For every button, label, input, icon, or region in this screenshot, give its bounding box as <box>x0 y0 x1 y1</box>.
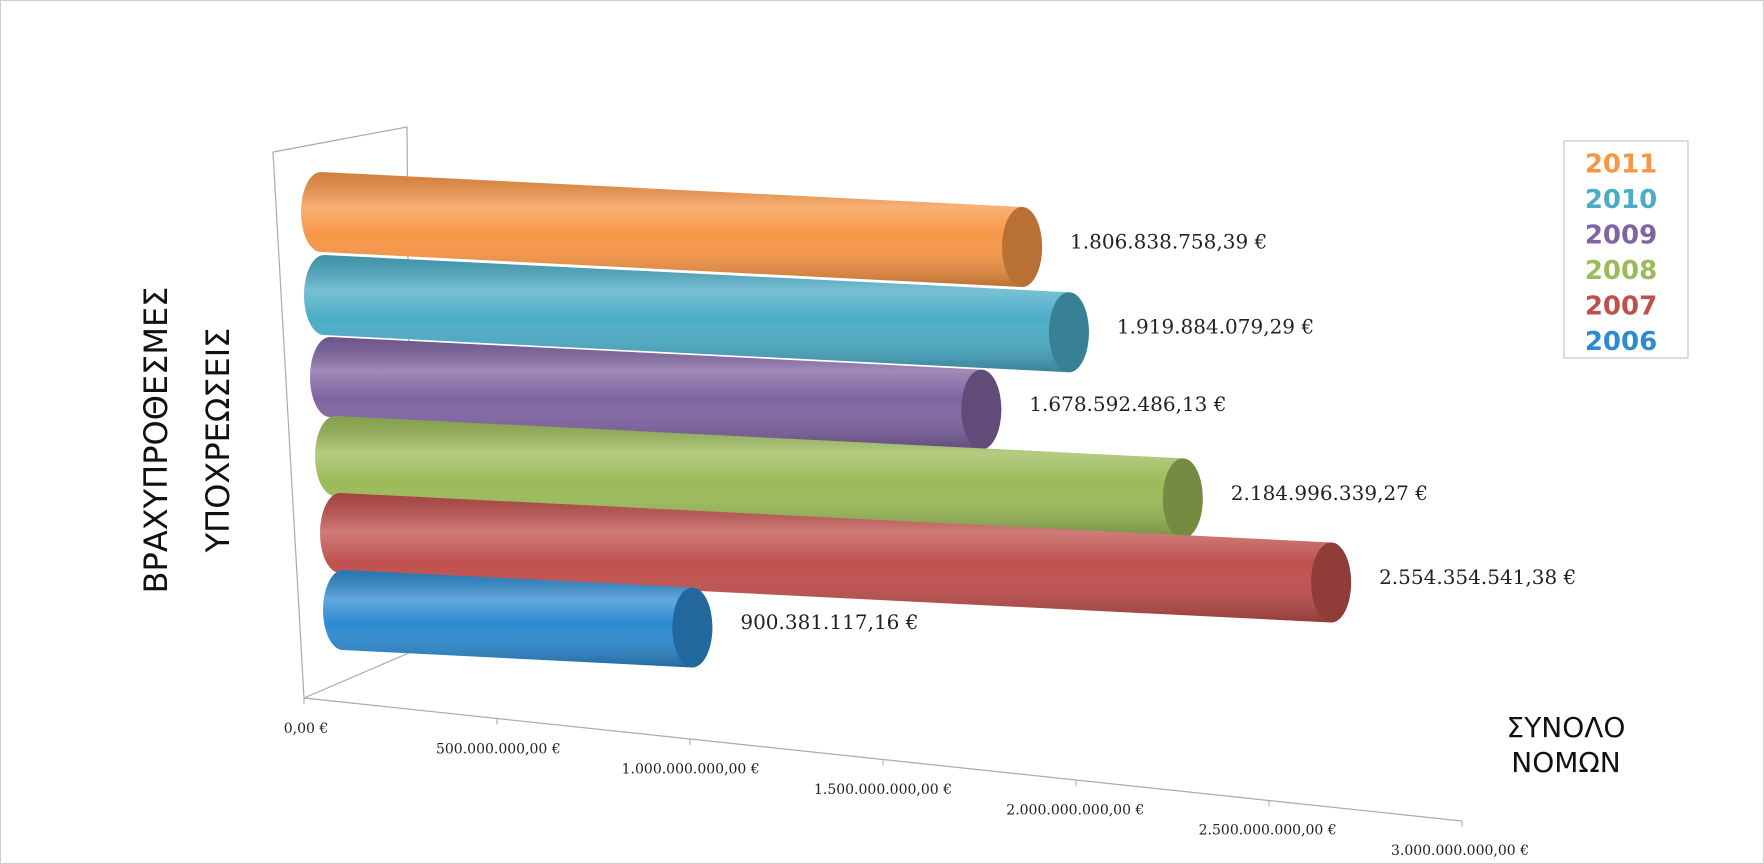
bar-cap-shade <box>672 587 713 668</box>
bar-cap <box>1048 292 1089 373</box>
legend-label: 2007 <box>1585 292 1657 322</box>
bar-shade <box>301 172 1043 288</box>
x-tick-label: 1.000.000.000,00 € <box>622 762 760 778</box>
value-label: 1.919.884.079,29 € <box>1117 315 1314 339</box>
bar-cap <box>1311 542 1352 623</box>
y-axis-title: ΥΠΟΧΡΕΩΣΕΙΣ <box>199 328 237 554</box>
bar-cap-shade <box>1002 207 1043 288</box>
bar-cap <box>961 369 1002 450</box>
legend-label: 2011 <box>1585 150 1657 180</box>
bar-shade <box>320 493 1352 623</box>
bar-cap-shade <box>1311 542 1352 623</box>
x-tick-label: 500.000.000,00 € <box>436 741 561 757</box>
legend-label: 2008 <box>1585 256 1657 286</box>
value-label: 900.381.117,16 € <box>740 610 918 634</box>
bar-shade <box>315 416 1203 539</box>
value-label: 1.678.592.486,13 € <box>1029 392 1226 416</box>
value-label: 1.806.838.758,39 € <box>1070 230 1267 254</box>
legend-label: 2009 <box>1585 221 1657 251</box>
bar-cap-shade <box>1048 292 1089 373</box>
bar-cap <box>1002 207 1043 288</box>
x-tick-label: 0,00 € <box>284 721 329 737</box>
x-axis-title: ΣΥΝΟΛΟ <box>1507 711 1626 744</box>
legend-label: 2006 <box>1585 327 1657 357</box>
bar-shade <box>304 255 1089 373</box>
x-tick-label: 2.000.000.000,00 € <box>1006 802 1144 818</box>
bar-cap <box>1162 458 1203 539</box>
bar-cap-shade <box>1162 458 1203 539</box>
bar-cap <box>672 587 713 668</box>
x-tick-label: 3.000.000.000,00 € <box>1391 843 1529 859</box>
x-tick-label: 1.500.000.000,00 € <box>814 782 952 798</box>
legend <box>1563 140 1689 359</box>
legend-label: 2010 <box>1585 185 1657 215</box>
bar-shade <box>310 337 1002 450</box>
bar-shade <box>323 570 713 668</box>
bar-cap-shade <box>961 369 1002 450</box>
value-label: 2.184.996.339,27 € <box>1231 481 1428 505</box>
value-label: 2.554.354.541,38 € <box>1379 565 1576 589</box>
y-axis-title: ΒΡΑΧΥΠΡΟΘΕΣΜΕΣ <box>137 287 175 594</box>
x-axis-title: ΝΟΜΩΝ <box>1511 746 1620 779</box>
x-tick-label: 2.500.000.000,00 € <box>1199 823 1337 839</box>
